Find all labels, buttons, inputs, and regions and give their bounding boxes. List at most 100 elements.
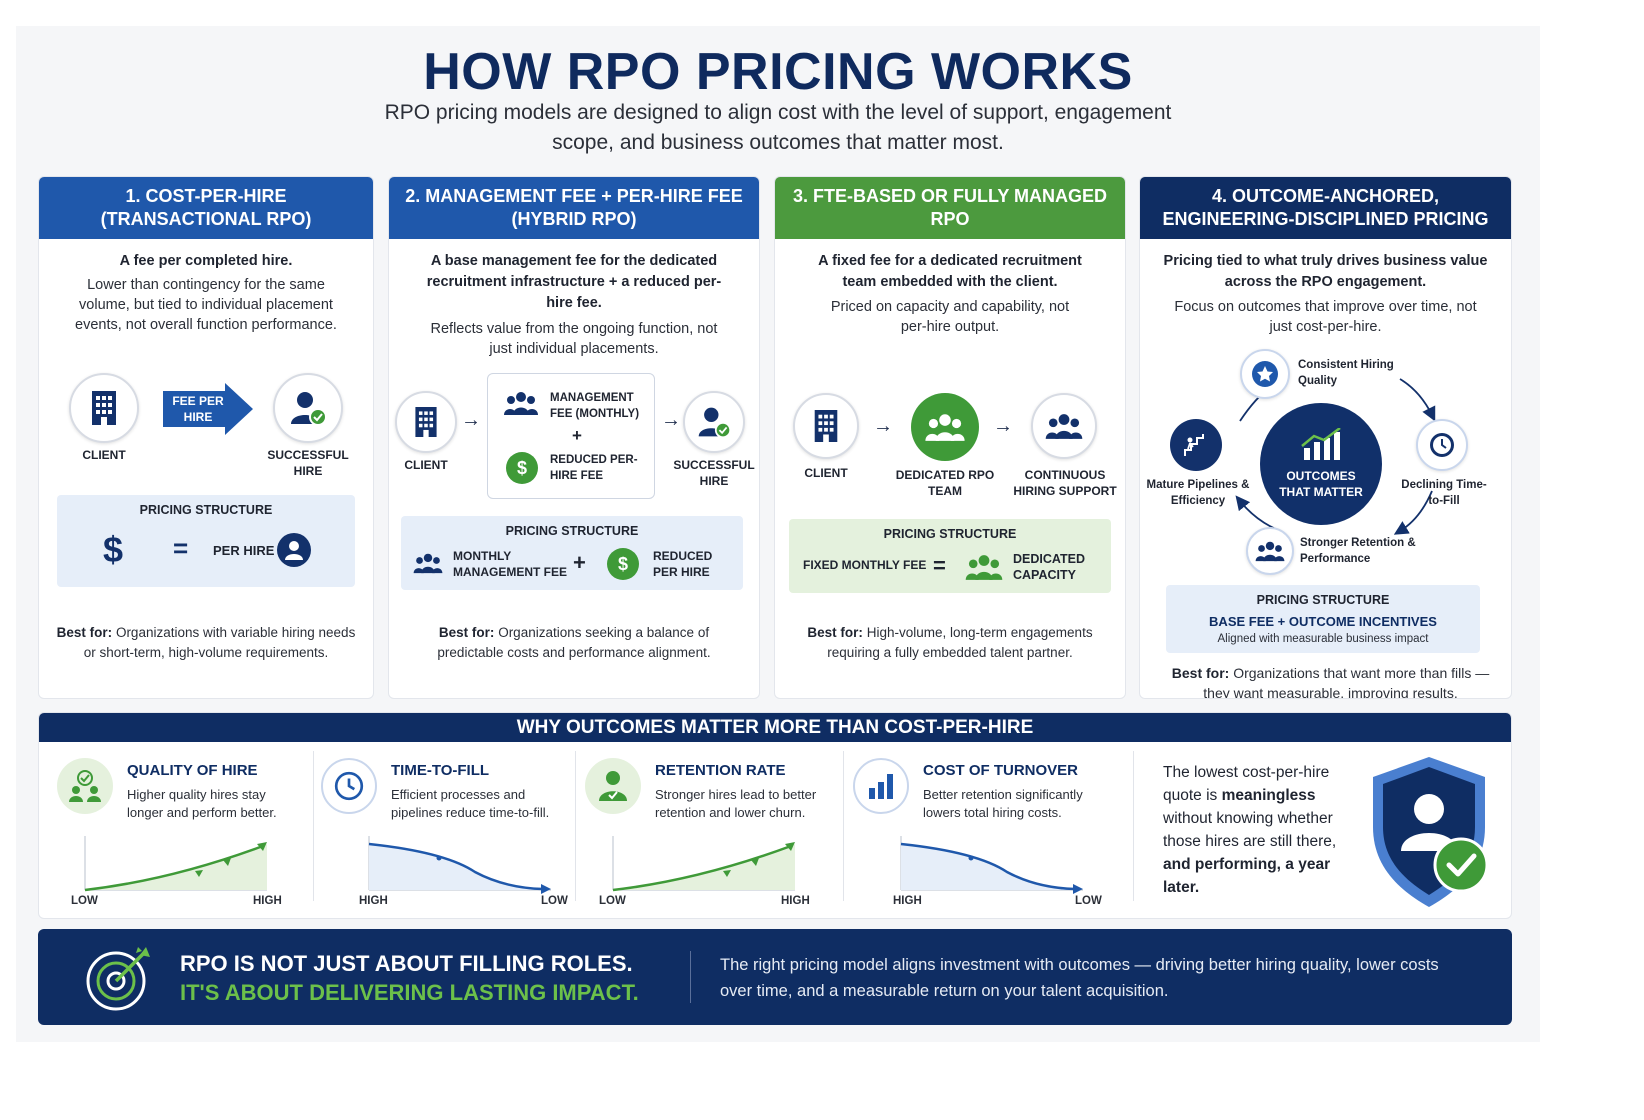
divider: [575, 751, 576, 901]
card-fte-based: 3. FTE-BASED OR FULLY MANAGED RPO A fixe…: [774, 176, 1126, 699]
card-3-header: 3. FTE-BASED OR FULLY MANAGED RPO: [775, 177, 1125, 239]
metric-2-axis-end: LOW: [541, 895, 568, 907]
why-outcomes-section: WHY OUTCOMES MATTER MORE THAN COST-PER-H…: [38, 712, 1512, 919]
card-1-hire-label: SUCCESSFUL HIRE: [267, 448, 349, 478]
quality-badge-icon: [1240, 349, 1290, 399]
outcome-quote: The lowest cost-per-hire quote is meanin…: [1163, 761, 1363, 899]
card-3-best-text: High-volume, long-term engagements requi…: [827, 625, 1093, 660]
monthly-management-fee-label: MONTHLY MANAGEMENT FEE: [453, 549, 567, 579]
equals-symbol: =: [933, 553, 946, 578]
bar-chart-icon: [853, 758, 909, 814]
banner-line-2: IT'S ABOUT DELIVERING LASTING IMPACT.: [180, 980, 639, 1005]
card-2-best-for: Best for: Organizations seeking a balanc…: [409, 623, 739, 663]
card-1-lead: A fee per completed hire.: [119, 253, 293, 269]
card-2-pricing-title: PRICING STRUCTURE: [505, 524, 639, 538]
trend-down-chart: [368, 836, 551, 894]
card-3-pricing-structure: PRICING STRUCTURE FIXED MONTHLY FEE = DE…: [789, 519, 1111, 593]
page-title: HOW RPO PRICING WORKS: [423, 43, 1133, 101]
metric-4-axis-start: HIGH: [893, 895, 922, 907]
card-4-pricing-structure: PRICING STRUCTURE BASE FEE + OUTCOME INC…: [1166, 585, 1480, 653]
quote-emphasis-2: and performing, a year later.: [1163, 856, 1331, 896]
metric-2-desc: Efficient processes and pipelines reduce…: [391, 787, 550, 820]
card-1-client-label: CLIENT: [82, 448, 126, 462]
metric-1-axis-start: LOW: [71, 895, 98, 907]
card-1-header: 1. COST-PER-HIRE (TRANSACTIONAL RPO): [39, 177, 373, 239]
client-icon: [69, 373, 139, 443]
card-2-best-label: Best for:: [438, 625, 495, 640]
card-1-best-label: Best for:: [56, 625, 113, 640]
metric-1-title: QUALITY OF HIRE: [127, 762, 258, 779]
management-fee-box: MANAGEMENT FEE (MONTHLY) + $ REDUCED PER…: [487, 373, 655, 499]
card-3-lead: A fixed fee for a dedicated recruitment …: [818, 253, 1082, 290]
aligned-impact-label: Aligned with measurable business impact: [1217, 633, 1429, 645]
divider: [1133, 751, 1134, 901]
quote-part-1: The lowest cost-per-hire quote is: [1163, 764, 1330, 804]
card-3-support-label: CONTINUOUS HIRING SUPPORT: [1013, 468, 1117, 498]
fixed-monthly-fee-label: FIXED MONTHLY FEE: [803, 558, 927, 572]
per-hire-label: PER HIRE: [213, 543, 275, 558]
card-3-team-label: DEDICATED RPO TEAM: [895, 468, 995, 498]
successful-hire-icon: [683, 391, 745, 453]
plus-symbol: +: [572, 426, 582, 445]
team-icon: [504, 390, 538, 421]
dollar-coin-icon: $: [607, 548, 639, 580]
target-arrow-icon: [86, 947, 150, 1011]
metric-3-title: RETENTION RATE: [655, 762, 786, 779]
divider: [313, 751, 314, 901]
trend-down-chart: [900, 836, 1083, 894]
metric-3-axis-start: LOW: [599, 895, 626, 907]
divider: [843, 751, 844, 901]
card-cost-per-hire: 1. COST-PER-HIRE (TRANSACTIONAL RPO) A f…: [38, 176, 374, 699]
page-subtitle: RPO pricing models are designed to align…: [384, 101, 1172, 154]
card-4-best-label: Best for:: [1171, 665, 1230, 681]
bottom-banner: RPO IS NOT JUST ABOUT FILLING ROLES. IT'…: [38, 929, 1512, 1025]
card-hybrid-rpo: 2. MANAGEMENT FEE + PER-HIRE FEE (HYBRID…: [388, 176, 760, 699]
card-4-pricing-title: PRICING STRUCTURE: [1256, 593, 1390, 607]
cycle-top-label: Consistent Hiring Quality: [1298, 359, 1394, 387]
successful-hire-icon: [273, 373, 343, 443]
management-fee-label: MANAGEMENT FEE (MONTHLY): [550, 392, 640, 420]
clock-icon: [1416, 419, 1468, 471]
card-1-best-text: Organizations with variable hiring needs…: [83, 625, 356, 660]
metric-cost-of-turnover: COST OF TURNOVER Better retention signif…: [853, 742, 1113, 918]
client-icon: [793, 393, 859, 459]
banner-divider: [690, 951, 691, 1003]
card-3-best-for: Best for: High-volume, long-term engagem…: [789, 623, 1111, 663]
base-fee-outcome-label: BASE FEE + OUTCOME INCENTIVES: [1209, 614, 1437, 629]
trend-up-chart: [612, 836, 795, 892]
card-1-desc: Lower than contingency for the same volu…: [75, 277, 337, 333]
card-4-header: 4. OUTCOME-ANCHORED, ENGINEERING-DISCIPL…: [1140, 177, 1511, 239]
metric-1-axis-end: HIGH: [253, 895, 282, 907]
dollar-coin-icon: $: [506, 452, 538, 484]
quality-hire-icon: [57, 758, 113, 814]
equals-symbol: =: [173, 533, 189, 563]
reduced-per-hire-label: REDUCED PER HIRE: [653, 549, 713, 579]
dedicated-team-icon: [911, 393, 979, 461]
infographic-canvas: HOW RPO PRICING WORKS RPO pricing models…: [16, 26, 1540, 1042]
metric-3-desc: Stronger hires lead to better retention …: [655, 787, 817, 820]
card-2-desc: Reflects value from the ongoing function…: [430, 321, 718, 357]
metric-3-axis-end: HIGH: [781, 895, 810, 907]
metric-4-desc: Better retention significantly lowers to…: [923, 787, 1083, 820]
metric-1-desc: Higher quality hires stay longer and per…: [127, 787, 277, 820]
plus-symbol: +: [573, 550, 586, 575]
team-icon: [1246, 527, 1294, 575]
card-3-client-label: CLIENT: [804, 466, 848, 480]
card-1-best-for: Best for: Organizations with variable hi…: [53, 623, 359, 663]
arrow-right-icon: →: [461, 409, 481, 431]
trend-up-chart: [84, 836, 267, 892]
metric-2-axis-start: HIGH: [359, 895, 388, 907]
clock-icon: [321, 758, 377, 814]
arrow-right-icon: →: [993, 415, 1013, 437]
metric-time-to-fill: TIME-TO-FILL Efficient processes and pip…: [321, 742, 571, 918]
metric-retention-rate: RETENTION RATE Stronger hires lead to be…: [585, 742, 835, 918]
arrow-right-icon: →: [661, 409, 681, 431]
stairs-growth-icon: [1170, 419, 1222, 471]
banner-text: The right pricing model aligns investmen…: [720, 956, 1439, 1000]
card-2-pricing-structure: PRICING STRUCTURE MONTHLY MANAGEMENT FEE…: [401, 516, 743, 590]
card-2-client-label: CLIENT: [404, 458, 448, 472]
card-2-hire-label: SUCCESSFUL HIRE: [673, 458, 755, 488]
retention-person-icon: [585, 758, 641, 814]
card-4-desc: Focus on outcomes that improve over time…: [1174, 299, 1477, 335]
team-icon: [413, 552, 443, 579]
